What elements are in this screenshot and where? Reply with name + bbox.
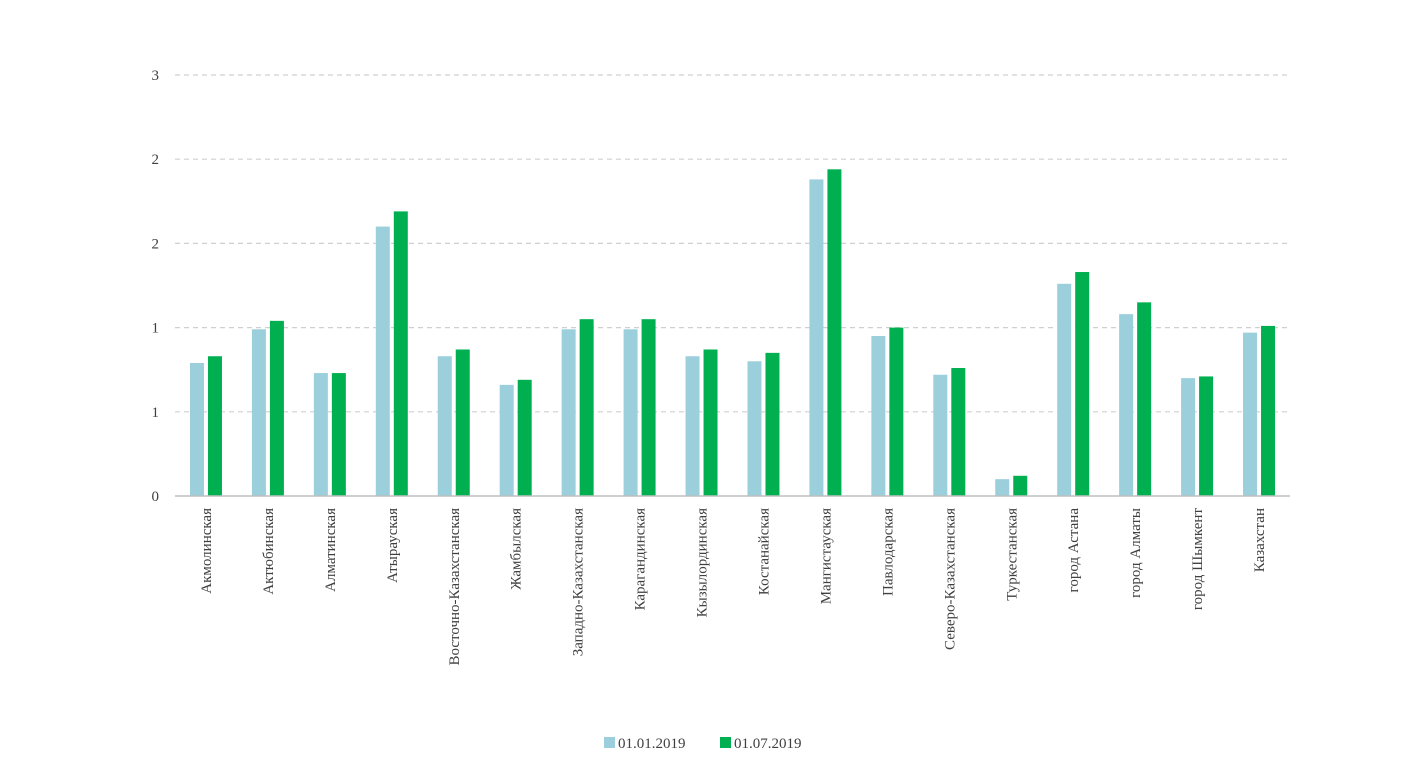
legend-swatch xyxy=(720,737,731,748)
bar-series2 xyxy=(1261,325,1276,496)
bar-series2 xyxy=(1013,475,1028,496)
bar-series1 xyxy=(499,384,514,496)
y-tick-label: 1 xyxy=(152,321,160,337)
bar-series2 xyxy=(1075,272,1090,496)
bar-series2 xyxy=(1137,302,1152,496)
x-tick-label: Западно-Казахстанская xyxy=(571,508,587,656)
bar-series2 xyxy=(889,327,904,496)
bar-series1 xyxy=(685,356,700,496)
x-tick-label: Карагандинская xyxy=(633,508,649,611)
bar-series1 xyxy=(871,336,886,496)
bar-series1 xyxy=(1243,332,1258,496)
bar-series2 xyxy=(641,319,656,496)
y-tick-label: 3 xyxy=(152,68,160,84)
bar-series2 xyxy=(951,368,966,496)
bar-series2 xyxy=(1199,376,1214,496)
x-tick-label: Кызылординская xyxy=(695,508,711,617)
x-tick-label: Актюбинская xyxy=(261,508,277,595)
y-tick-label: 2 xyxy=(152,236,160,252)
x-tick-label: Павлодарская xyxy=(880,508,896,596)
legend-label: 01.01.2019 xyxy=(618,736,686,752)
bar-series1 xyxy=(189,362,204,496)
bar-series2 xyxy=(765,352,780,496)
bar-series1 xyxy=(1181,378,1196,496)
y-tick-label: 1 xyxy=(152,405,160,421)
x-tick-label: Костанайская xyxy=(756,508,772,595)
bars xyxy=(189,169,1276,497)
x-tick-label: Туркестанская xyxy=(1004,508,1020,601)
bar-series2 xyxy=(827,169,842,496)
bar-series1 xyxy=(251,329,266,496)
bar-series2 xyxy=(517,379,532,496)
bar-series2 xyxy=(455,349,470,496)
legend-label: 01.07.2019 xyxy=(734,736,802,752)
bar-series1 xyxy=(809,179,824,496)
bar-series2 xyxy=(703,349,718,496)
x-tick-label: Акмолинская xyxy=(199,508,215,594)
x-tick-label: Жамбылская xyxy=(509,508,525,590)
bar-series1 xyxy=(313,373,328,496)
x-tick-label: Казахстан xyxy=(1252,508,1268,572)
bar-series1 xyxy=(933,374,948,496)
x-tick-label: Северо-Казахстанская xyxy=(942,508,958,650)
bar-series2 xyxy=(269,320,284,496)
y-axis-ticks: 0 1 1 2 2 3 xyxy=(152,68,160,505)
legend: 01.01.2019 01.07.2019 xyxy=(604,736,802,752)
bar-series1 xyxy=(437,356,452,496)
x-tick-label: город Алматы xyxy=(1128,508,1144,598)
bar-series2 xyxy=(207,356,222,496)
y-tick-label: 2 xyxy=(152,152,160,168)
bar-series1 xyxy=(1057,283,1072,496)
gridlines xyxy=(175,74,1290,413)
bar-series1 xyxy=(375,226,390,496)
x-tick-label: город Астана xyxy=(1066,508,1082,593)
y-tick-label: 0 xyxy=(152,489,160,505)
x-axis-ticks: Акмолинская Актюбинская Алматинская Атыраус… xyxy=(199,508,1268,666)
bar-series1 xyxy=(623,329,638,496)
bar-series1 xyxy=(995,479,1010,496)
x-tick-label: Алматинская xyxy=(323,508,339,592)
x-tick-label: город Шымкент xyxy=(1190,508,1206,611)
bar-series2 xyxy=(579,319,594,496)
bar-series2 xyxy=(393,211,408,497)
x-tick-label: Мангистауская xyxy=(818,508,834,604)
legend-swatch xyxy=(604,737,615,748)
bar-series2 xyxy=(331,373,346,496)
bar-series1 xyxy=(561,329,576,496)
x-tick-label: Восточно-Казахстанская xyxy=(447,508,463,666)
bar-series1 xyxy=(1119,314,1134,496)
bar-series1 xyxy=(747,361,762,496)
x-tick-label: Атырауская xyxy=(385,508,401,583)
